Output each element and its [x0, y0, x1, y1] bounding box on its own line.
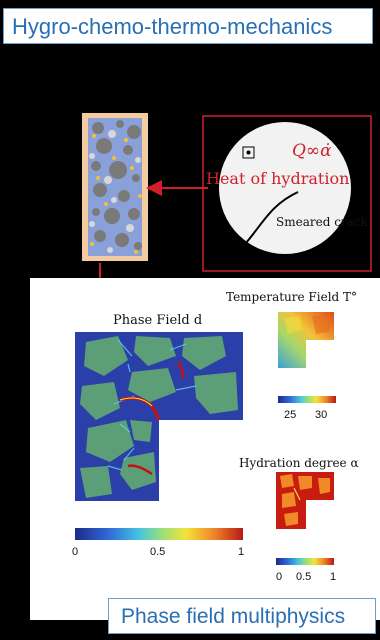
phase-tick-0: 0: [72, 546, 79, 558]
temperature-colorbar: [278, 396, 336, 403]
temp-tick-25: 25: [284, 409, 297, 421]
phase-tick-1: 1: [238, 546, 245, 558]
temp-tick-30: 30: [315, 409, 328, 421]
hyd-tick-1: 1: [330, 571, 337, 583]
heat-formula: Q∞α̇: [292, 141, 332, 161]
top-title-banner: Hygro-chemo-thermo-mechanics: [3, 8, 373, 44]
temperature-map: [278, 312, 334, 368]
bottom-title-banner: Phase field multiphysics: [108, 598, 376, 634]
phase-field-colorbar: [75, 528, 243, 540]
hyd-tick-mid: 0.5: [296, 571, 312, 583]
smeared-crack-label: Smeared crack: [276, 215, 368, 229]
hydration-map: [276, 472, 334, 529]
hydration-label: Hydration degree α: [239, 456, 359, 470]
phase-field-map: [75, 332, 243, 501]
phase-tick-mid: 0.5: [150, 546, 166, 558]
heat-of-hydration-label: Heat of hydration: [206, 169, 350, 188]
temperature-label: Temperature Field T°: [226, 290, 358, 304]
top-title: Hygro-chemo-thermo-mechanics: [12, 14, 333, 39]
bottom-title: Phase field multiphysics: [121, 605, 346, 628]
hydration-colorbar: [276, 558, 334, 565]
concrete-specimen: [82, 113, 148, 261]
phase-field-label: Phase Field d: [113, 313, 203, 328]
hyd-tick-0: 0: [276, 571, 283, 583]
inset-box: [202, 115, 372, 272]
